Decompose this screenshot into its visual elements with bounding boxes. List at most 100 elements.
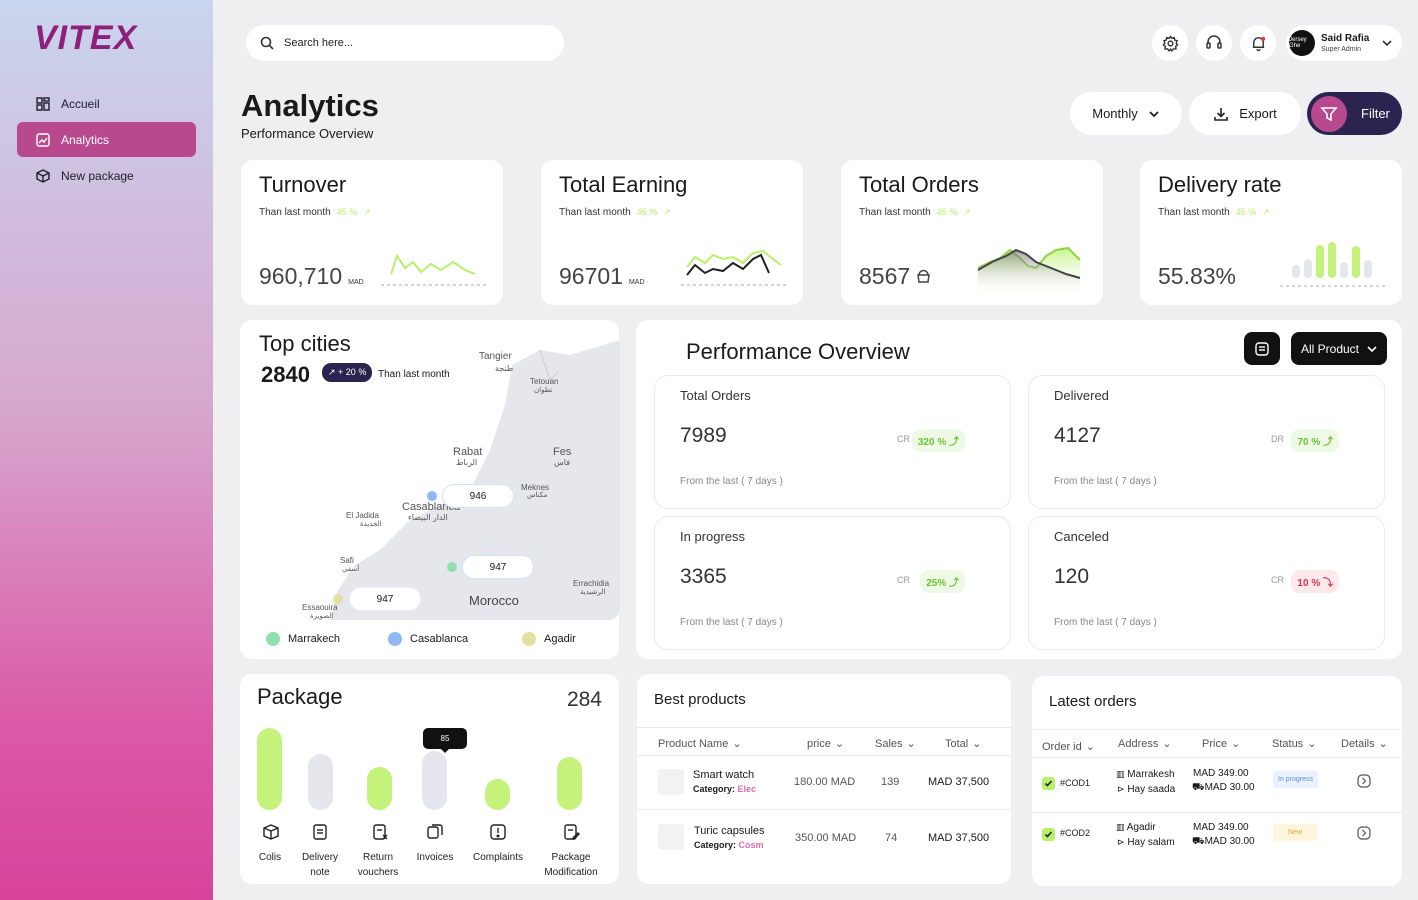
map-marker-agadir[interactable]	[333, 594, 343, 604]
map-marker-marrakech[interactable]	[447, 562, 457, 572]
col-status[interactable]: Status ⌄	[1272, 737, 1317, 751]
row-checkbox[interactable]	[1042, 828, 1055, 841]
perf-box-title: In progress	[680, 529, 746, 544]
period-select[interactable]: Monthly	[1070, 92, 1182, 135]
support-button[interactable]	[1196, 25, 1232, 61]
package-bar[interactable]	[557, 757, 582, 810]
perf-box-pct: 70 % ⤴	[1291, 429, 1339, 452]
map-label-casablanca-ar: الدار البيضاء	[408, 513, 448, 522]
search-bar	[246, 25, 564, 61]
perf-box-in-progress[interactable]: In progress 3365 CR 25% ⤴ From the last …	[654, 516, 1011, 650]
chevron-down-icon: ⌄	[906, 738, 916, 750]
map-label-morocco: Morocco	[469, 593, 519, 608]
logo[interactable]: VITEX	[34, 19, 137, 57]
legend-casablanca[interactable]: Casablanca	[388, 632, 468, 646]
legend-dot	[388, 632, 402, 646]
kpi-value-wrap: 960,710 MAD	[259, 263, 364, 290]
kpi-title: Delivery rate	[1158, 172, 1282, 197]
perf-box-pct: 320 % ⤴	[911, 429, 965, 452]
trend-up-icon: ↗	[963, 207, 971, 217]
map-bubble-marrakech[interactable]: 947	[462, 555, 534, 579]
page-subtitle: Performance Overview	[241, 126, 374, 141]
product-total: MAD 37,500	[928, 832, 990, 844]
kpi-value: 96701	[559, 263, 623, 289]
order-price: MAD 349.00	[1193, 822, 1249, 833]
perf-box-delivered[interactable]: Delivered 4127 DR 70 % ⤴ From the last (…	[1028, 375, 1385, 509]
details-arrow-icon[interactable]	[1357, 826, 1371, 840]
perf-box-pct: 10 % ⤵	[1291, 570, 1339, 593]
sidebar-nav: Accueil Analytics New package	[17, 86, 196, 194]
orders-area-chart	[977, 246, 1081, 295]
sidebar-item-new-package[interactable]: New package	[17, 158, 196, 193]
morocco-map[interactable]: Tangier طنجة Tetouan تطوان Rabat الرباط …	[240, 320, 620, 620]
status-badge: In progress	[1273, 771, 1319, 788]
kpi-value-wrap: 55.83%	[1158, 263, 1236, 290]
package-bar[interactable]	[485, 779, 510, 810]
col-sales[interactable]: Sales ⌄	[875, 737, 916, 751]
kpi-delta: 45 %	[936, 207, 958, 217]
col-total[interactable]: Total ⌄	[945, 737, 982, 751]
col-order-id[interactable]: Order id ⌄	[1042, 740, 1095, 754]
legend-agadir[interactable]: Agadir	[522, 632, 576, 646]
card-title: Performance Overview	[686, 339, 910, 364]
col-price[interactable]: Price ⌄	[1202, 737, 1241, 751]
map-bubble-agadir[interactable]: 947	[349, 587, 421, 611]
kpi-sub: Than last month 45 % ↗	[1158, 207, 1270, 218]
perf-box-total-orders[interactable]: Total Orders 7989 CR 320 % ⤴ From the la…	[654, 375, 1011, 509]
kpi-title: Total Earning	[559, 172, 688, 197]
kpi-delta: 45 %	[1235, 207, 1257, 217]
perf-box-canceled[interactable]: Canceled 120 CR 10 % ⤵ From the last ( 7…	[1028, 516, 1385, 650]
package-bar[interactable]	[308, 754, 333, 810]
product-category: Category: Elec	[693, 784, 757, 794]
filter-button[interactable]: Filter	[1307, 92, 1402, 135]
kpi-value-wrap: 8567	[859, 263, 931, 290]
map-label-tangier-ar: طنجة	[495, 364, 514, 373]
package-label-colis: Colis	[258, 852, 282, 863]
package-plus-icon	[36, 168, 50, 183]
sidebar-item-analytics[interactable]: Analytics	[17, 122, 196, 157]
card-title: Package	[257, 684, 343, 709]
settings-button[interactable]	[1152, 25, 1188, 61]
package-bar[interactable]	[257, 728, 282, 810]
perf-box-title: Total Orders	[680, 388, 751, 403]
package-card: Package 284 85 Colis Delivery note Return…	[240, 674, 619, 884]
export-button[interactable]: Export	[1189, 92, 1301, 135]
analytics-icon	[36, 132, 50, 147]
details-arrow-icon[interactable]	[1357, 774, 1371, 788]
sidebar-item-accueil[interactable]: Accueil	[17, 86, 196, 121]
perf-box-value: 120	[1054, 565, 1090, 588]
col-product-name[interactable]: Product Name ⌄	[658, 737, 742, 751]
perf-box-cr: DR	[1271, 434, 1284, 444]
notifications-button[interactable]	[1240, 25, 1276, 61]
package-total: 284	[566, 688, 602, 711]
map-bubble-casablanca[interactable]: 946	[442, 484, 514, 508]
package-edit-icon	[564, 824, 580, 840]
col-address[interactable]: Address ⌄	[1118, 737, 1172, 751]
perf-box-title: Delivered	[1054, 388, 1109, 403]
map-marker-casablanca[interactable]	[427, 491, 437, 501]
user-menu[interactable]: Jersey Ghe Said Rafia Super Admin	[1286, 25, 1402, 61]
kpi-card-delivery-rate: Delivery rate Than last month 45 % ↗ 55.83…	[1140, 160, 1402, 305]
col-details[interactable]: Details ⌄	[1341, 737, 1388, 751]
earning-sparkline	[681, 249, 789, 286]
divider	[1032, 812, 1402, 813]
legend-marrakech[interactable]: Marrakech	[266, 632, 340, 646]
latest-orders-card: Latest orders Order id ⌄ Address ⌄ Price ⌄ …	[1032, 676, 1402, 886]
search-input[interactable]	[284, 37, 524, 49]
truck-icon: ⛟	[1192, 836, 1205, 847]
check-icon	[1044, 831, 1053, 838]
calendar-button[interactable]	[1244, 332, 1280, 365]
building-icon: ▥	[1116, 769, 1125, 779]
package-bar[interactable]	[367, 767, 392, 810]
product-filter-select[interactable]: All Product	[1291, 332, 1387, 365]
kpi-sub: Than last month 45 % ↗	[859, 207, 971, 218]
row-checkbox[interactable]	[1042, 777, 1055, 790]
kpi-card-orders: Total Orders Than last month 45 % ↗ 8567	[841, 160, 1103, 305]
perf-box-cr: CR	[897, 434, 910, 444]
divider	[1032, 729, 1402, 730]
kpi-card-earning: Total Earning Than last month 45 % ↗ 96701…	[541, 160, 803, 305]
package-bar[interactable]	[422, 751, 447, 810]
box-icon	[263, 824, 279, 840]
col-price[interactable]: price ⌄	[807, 737, 845, 751]
avatar: Jersey Ghe	[1289, 30, 1315, 56]
